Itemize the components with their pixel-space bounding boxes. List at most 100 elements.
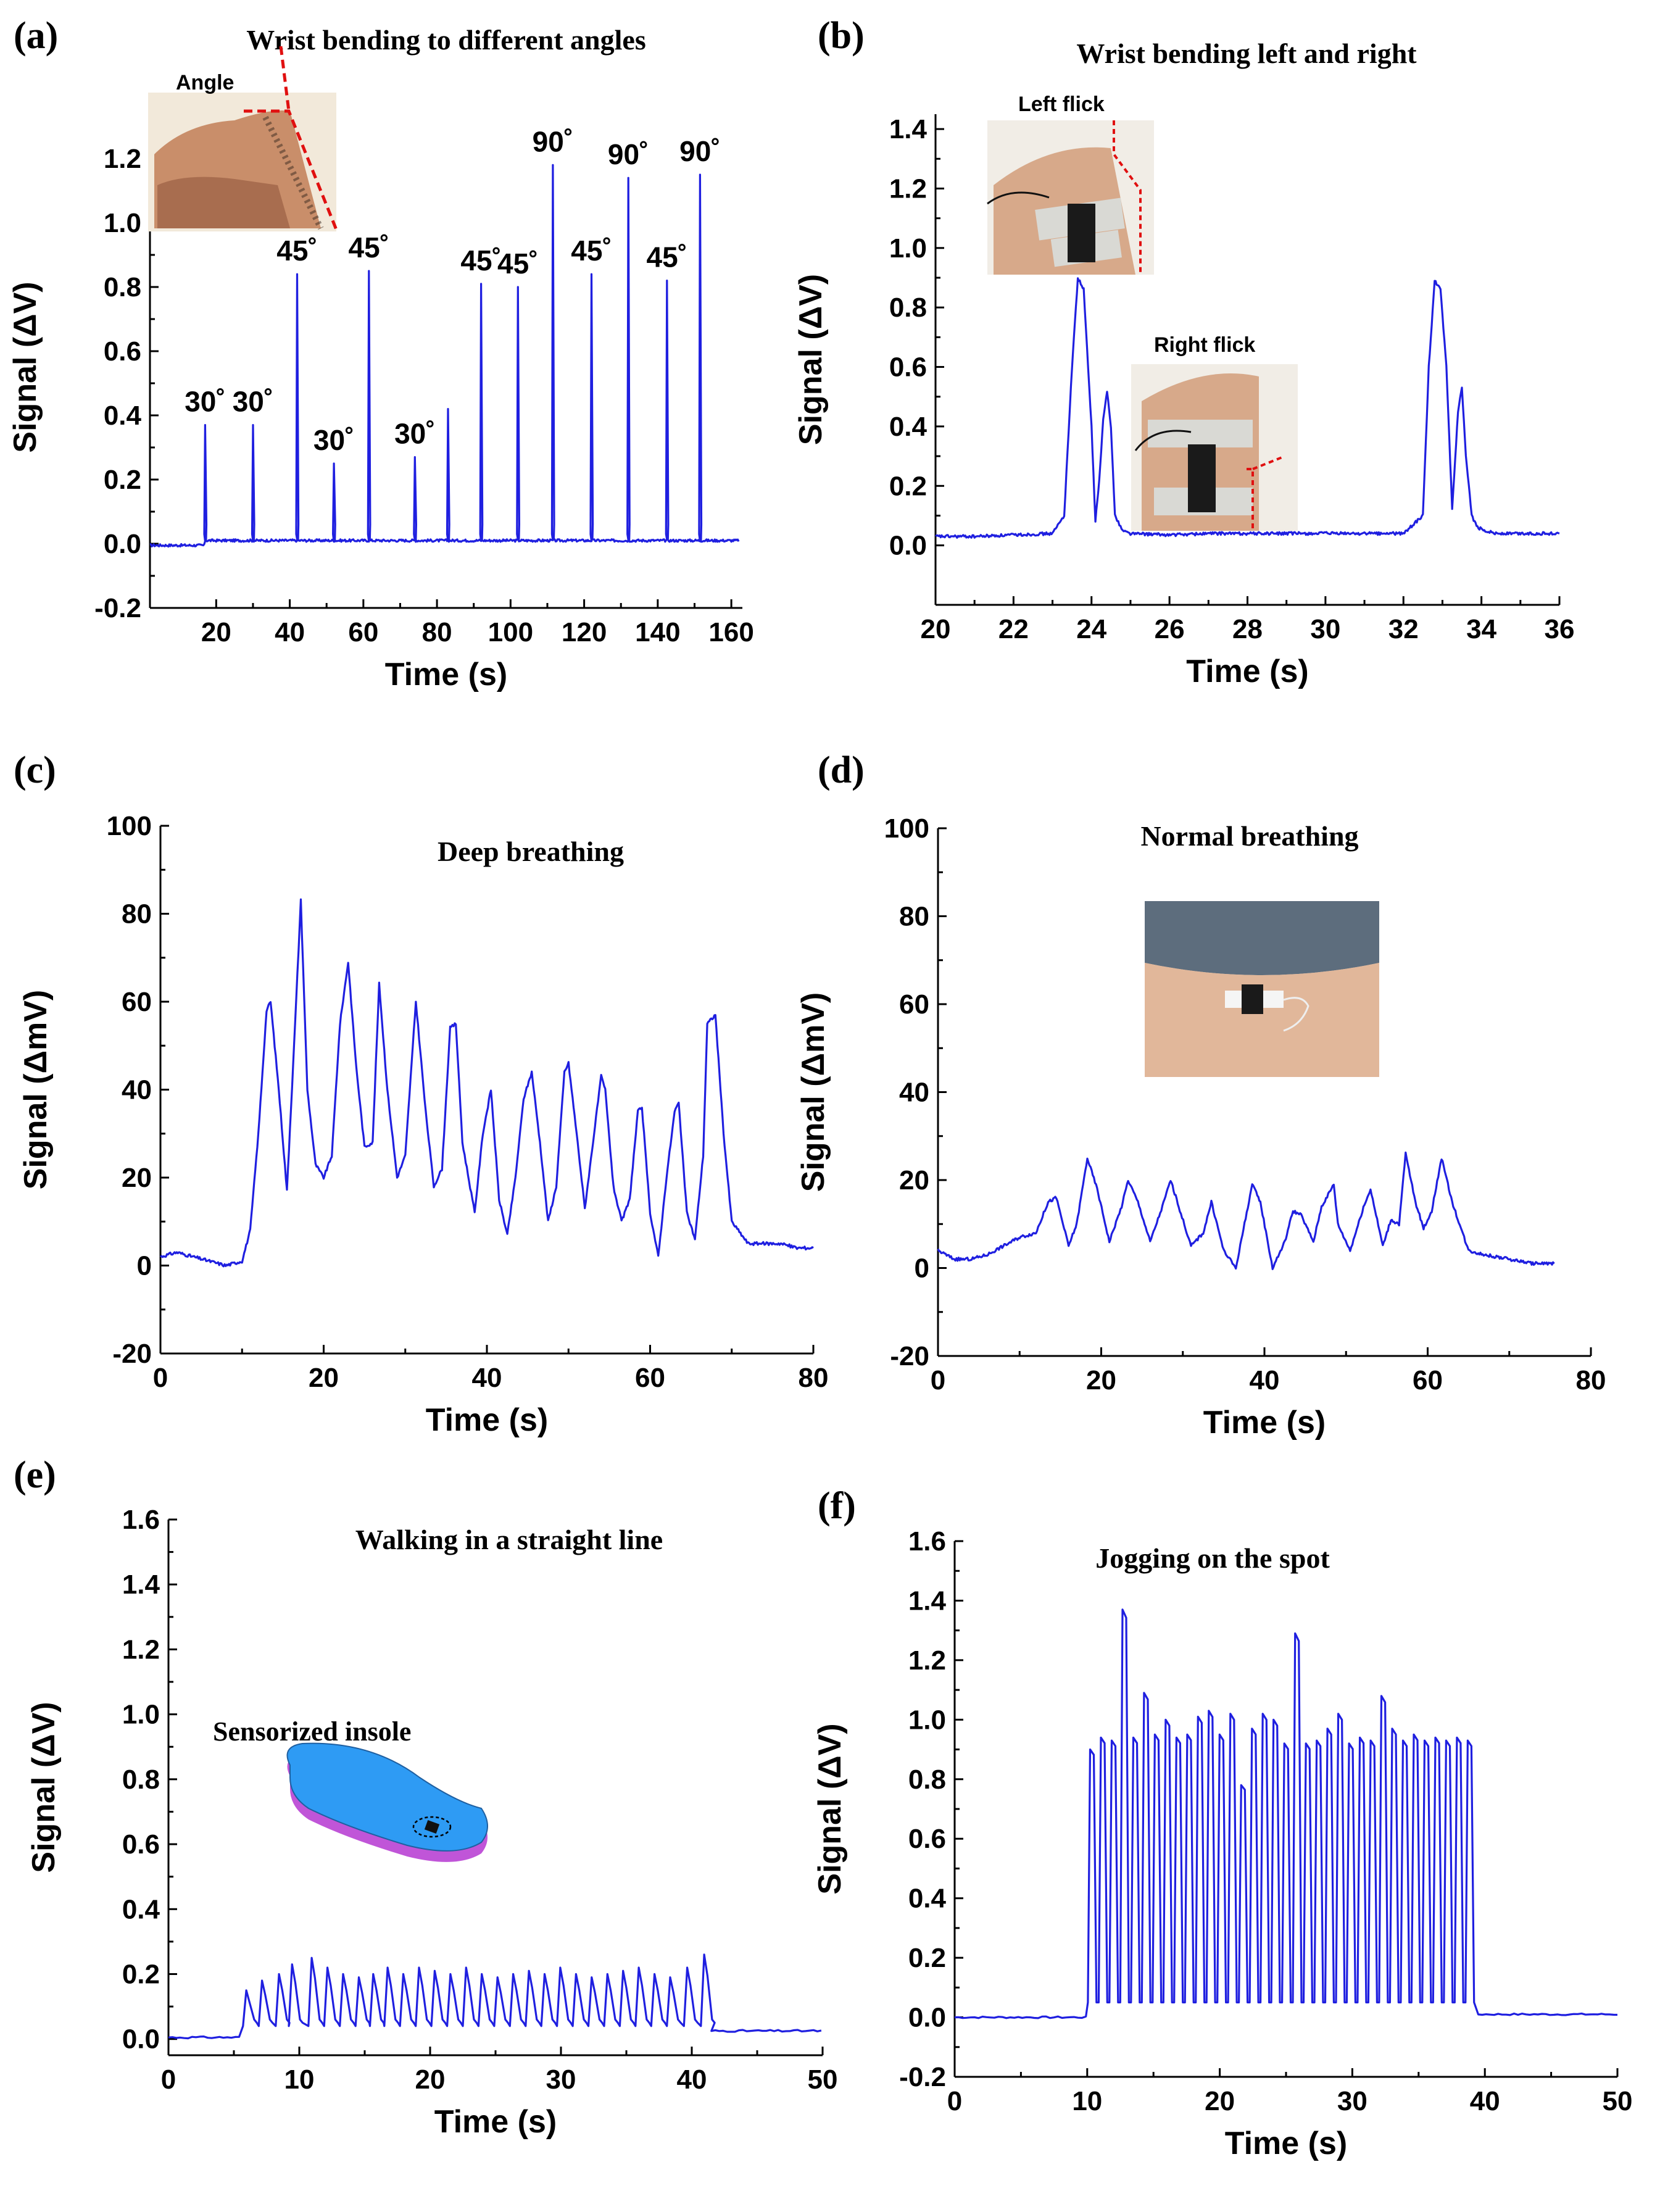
series-line: [954, 1608, 1618, 2019]
x-tick-label: 26: [1155, 614, 1185, 644]
y-tick-label: 0.8: [104, 272, 141, 302]
x-tick-label: 100: [488, 617, 533, 647]
chart-title: Wrist bending left and right: [1076, 38, 1417, 69]
panel-label: (a): [14, 15, 58, 57]
x-tick-label: 160: [708, 617, 753, 647]
y-tick-label: 1.4: [908, 1586, 947, 1616]
x-tick-label: 50: [808, 2064, 838, 2095]
x-tick-label: 80: [1576, 1365, 1606, 1395]
y-tick-label: 1.0: [122, 1700, 160, 1730]
x-tick-label: 80: [422, 617, 452, 647]
y-tick-label: 0.2: [908, 1943, 946, 1973]
series-line: [149, 164, 740, 548]
inset-label: Left flick: [1018, 93, 1105, 116]
insets: Angle Left flick Right flick Sensorized ins…: [148, 46, 1379, 1862]
panel-label: (c): [14, 749, 56, 791]
x-tick-label: 30: [1310, 614, 1340, 644]
chart-title: Jogging on the spot: [1095, 1542, 1330, 1574]
y-tick-label: -0.2: [899, 2062, 946, 2092]
y-tick-label: 1.0: [889, 233, 927, 264]
x-tick-label: 120: [562, 617, 607, 647]
x-axis-label: Time (s): [426, 1402, 548, 1438]
y-tick-label: 0.0: [122, 2024, 160, 2055]
y-tick-label: 0.8: [908, 1765, 946, 1795]
panel-label: (b): [818, 15, 865, 57]
x-tick-label: 0: [947, 2086, 962, 2116]
x-tick-label: 40: [1470, 2086, 1500, 2116]
peak-angle-label: 30˚: [233, 386, 273, 418]
y-tick-label: 1.6: [908, 1526, 946, 1557]
x-tick-label: 10: [1072, 2086, 1102, 2116]
x-tick-label: 22: [998, 614, 1029, 644]
x-tick-label: 30: [1337, 2086, 1367, 2116]
x-axis-label: Time (s): [385, 657, 507, 692]
y-axis-label: Signal (ΔV): [793, 274, 829, 445]
y-tick-label: 40: [899, 1078, 929, 1108]
x-axis-label: Time (s): [434, 2104, 557, 2140]
peak-angle-label: 45˚: [276, 235, 317, 267]
y-tick-label: -0.2: [94, 593, 141, 623]
right-flick-photo: Right flick: [1131, 333, 1298, 531]
y-tick-label: 1.4: [889, 114, 928, 144]
inset-label: Angle: [176, 71, 234, 94]
y-tick-label: 0.6: [889, 352, 927, 383]
peak-angle-label: 45˚: [460, 244, 501, 276]
peak-angle-label: 90˚: [679, 135, 720, 167]
y-tick-label: 20: [899, 1165, 929, 1195]
x-tick-label: 80: [799, 1363, 829, 1393]
series-line: [168, 1953, 822, 2040]
x-tick-label: 36: [1545, 614, 1575, 644]
y-axis-label: Signal (ΔV): [26, 1702, 62, 1873]
y-tick-label: 1.2: [908, 1645, 946, 1676]
y-tick-label: -20: [890, 1341, 929, 1371]
y-tick-label: 0.2: [889, 471, 927, 501]
y-tick-label: 100: [107, 811, 152, 841]
x-tick-label: 40: [677, 2064, 707, 2095]
x-axis-label: Time (s): [1225, 2126, 1347, 2161]
peak-angle-label: 45˚: [497, 247, 538, 280]
panel-label: (f): [818, 1485, 856, 1527]
y-tick-label: 60: [899, 989, 929, 1020]
y-tick-label: 0.8: [122, 1765, 160, 1795]
series-line: [935, 277, 1560, 539]
peak-angle-label: 45˚: [349, 231, 389, 264]
x-tick-label: 30: [546, 2064, 576, 2095]
x-tick-label: 28: [1232, 614, 1263, 644]
chest-sensor-photo: [1145, 901, 1379, 1077]
x-tick-label: 40: [1250, 1365, 1280, 1395]
peak-angle-label: 45˚: [571, 235, 612, 267]
y-tick-label: 80: [122, 899, 152, 929]
x-tick-label: 32: [1388, 614, 1419, 644]
x-tick-label: 60: [348, 617, 378, 647]
y-tick-label: 20: [122, 1163, 152, 1193]
x-tick-label: 40: [472, 1363, 502, 1393]
x-axis-label: Time (s): [1203, 1405, 1326, 1441]
peak-angle-label: 30˚: [313, 424, 354, 456]
x-tick-label: 10: [284, 2064, 315, 2095]
x-tick-label: 24: [1076, 614, 1106, 644]
x-tick-label: 140: [635, 617, 680, 647]
x-tick-label: 60: [635, 1363, 665, 1393]
peak-angle-label: 90˚: [608, 138, 649, 170]
y-tick-label: 0.4: [122, 1894, 160, 1924]
y-tick-label: 1.0: [104, 208, 141, 238]
x-tick-label: 0: [931, 1365, 945, 1395]
chart-title: Deep breathing: [438, 836, 624, 867]
inset-label: Sensorized insole: [213, 1716, 411, 1747]
x-tick-label: 40: [275, 617, 305, 647]
x-tick-label: 34: [1466, 614, 1496, 644]
panel-a: (a) Wrist bending to different angles 20 40…: [7, 15, 754, 692]
sensorized-insole-illustration: Sensorized insole: [213, 1716, 488, 1862]
y-tick-label: 40: [122, 1075, 152, 1105]
x-tick-label: 20: [309, 1363, 339, 1393]
y-tick-label: 0.6: [104, 336, 141, 367]
x-tick-label: 0: [161, 2064, 176, 2095]
y-tick-label: 0.6: [908, 1824, 946, 1854]
y-tick-label: 0: [915, 1254, 929, 1284]
y-tick-label: 0.0: [104, 529, 141, 559]
y-tick-label: 0.2: [122, 1959, 160, 1989]
peak-angle-label: 45˚: [647, 241, 687, 273]
y-tick-label: 0: [137, 1251, 152, 1281]
y-tick-label: 1.6: [122, 1505, 160, 1535]
